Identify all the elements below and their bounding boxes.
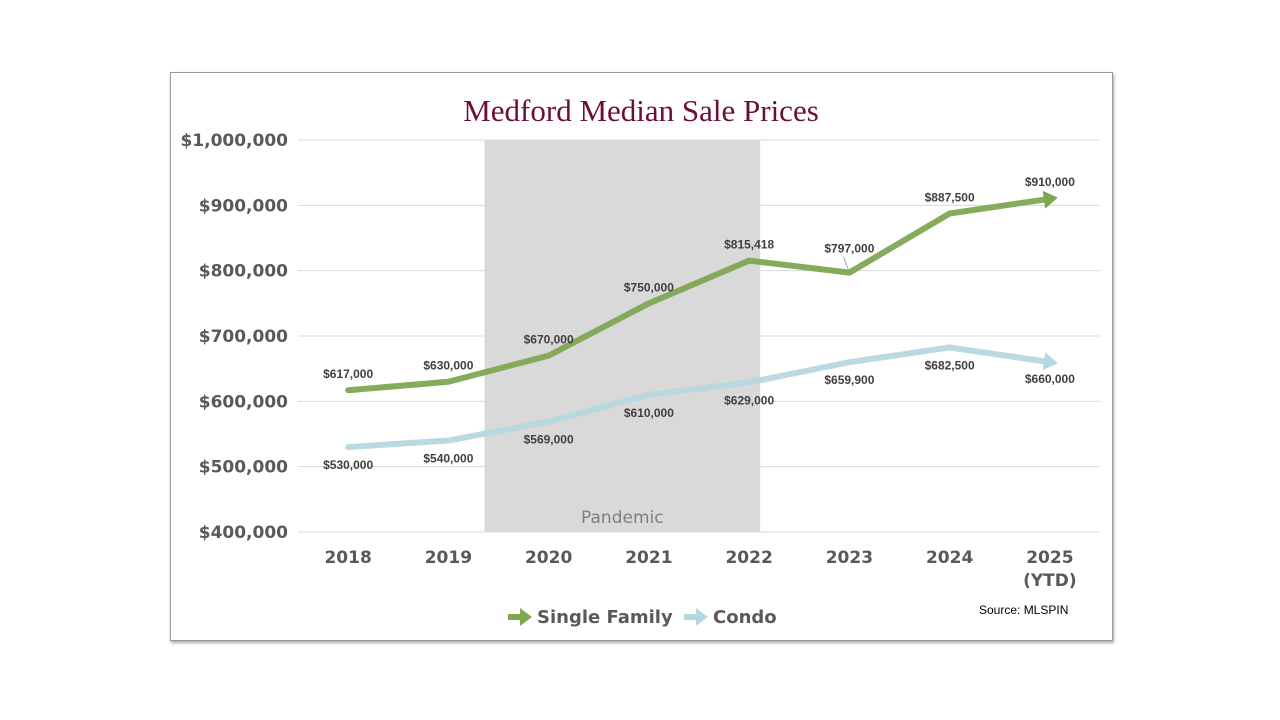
series-line-single-family xyxy=(345,195,1053,394)
legend-item-single-family[interactable]: Single Family xyxy=(508,607,673,628)
x-tick-label: 2021 xyxy=(625,548,672,568)
data-label-single-family: $670,000 xyxy=(524,333,574,347)
source-note: Source: MLSPIN xyxy=(979,603,1068,617)
data-label-single-family: $617,000 xyxy=(323,367,373,381)
data-label-single-family: $797,000 xyxy=(824,242,874,256)
x-tick-label: 2020 xyxy=(525,548,572,568)
x-tick-label: (YTD) xyxy=(1023,571,1077,591)
data-label-condo: $569,000 xyxy=(524,433,574,447)
x-tick-label: 2024 xyxy=(926,548,973,568)
legend-item-condo[interactable]: Condo xyxy=(684,607,777,628)
data-label-single-family: $750,000 xyxy=(624,280,674,294)
y-tick-label: $400,000 xyxy=(199,523,288,543)
data-label-condo: $610,000 xyxy=(624,406,674,420)
y-tick-label: $500,000 xyxy=(199,458,288,478)
pandemic-band-label: Pandemic xyxy=(581,508,664,528)
data-label-single-family: $815,418 xyxy=(724,238,774,252)
data-label-single-family: $630,000 xyxy=(423,359,473,373)
y-tick-label: $900,000 xyxy=(199,196,288,216)
data-label-condo: $530,000 xyxy=(323,458,373,472)
y-tick-label: $800,000 xyxy=(199,262,288,282)
data-label-condo: $659,900 xyxy=(824,373,874,387)
leader-line xyxy=(842,256,849,270)
series-arrowhead-condo xyxy=(1042,352,1058,371)
chart-title: Medford Median Sale Prices xyxy=(463,93,819,128)
legend-label-condo: Condo xyxy=(713,607,777,628)
x-tick-label: 2018 xyxy=(324,548,371,568)
data-label-single-family: $910,000 xyxy=(1025,175,1075,189)
data-label-condo: $540,000 xyxy=(423,452,473,466)
legend-arrow-icon-condo xyxy=(684,608,708,626)
x-tick-label: 2023 xyxy=(826,548,873,568)
legend-arrow-icon-single-family xyxy=(508,608,532,626)
chart-svg: Pandemic $400,000 $500,000 $600,000 $700,00… xyxy=(180,93,1100,628)
series-line-condo xyxy=(345,344,1053,451)
data-label-condo: $660,000 xyxy=(1025,372,1075,386)
data-label-condo: $629,000 xyxy=(724,393,774,407)
series-arrowhead-single-family xyxy=(1042,190,1058,209)
legend: Single Family Condo xyxy=(508,607,777,628)
data-label-condo: $682,500 xyxy=(925,358,975,372)
y-tick-label: $700,000 xyxy=(199,327,288,347)
y-tick-label: $1,000,000 xyxy=(180,131,288,151)
x-tick-label: 2022 xyxy=(725,548,772,568)
x-tick-label: 2025 xyxy=(1026,548,1073,568)
data-label-single-family: $887,500 xyxy=(925,191,975,205)
legend-label-single-family: Single Family xyxy=(537,607,673,628)
y-tick-label: $600,000 xyxy=(199,392,288,412)
chart-frame: Pandemic $400,000 $500,000 $600,000 $700,00… xyxy=(170,72,1113,641)
x-tick-label: 2019 xyxy=(425,548,472,568)
